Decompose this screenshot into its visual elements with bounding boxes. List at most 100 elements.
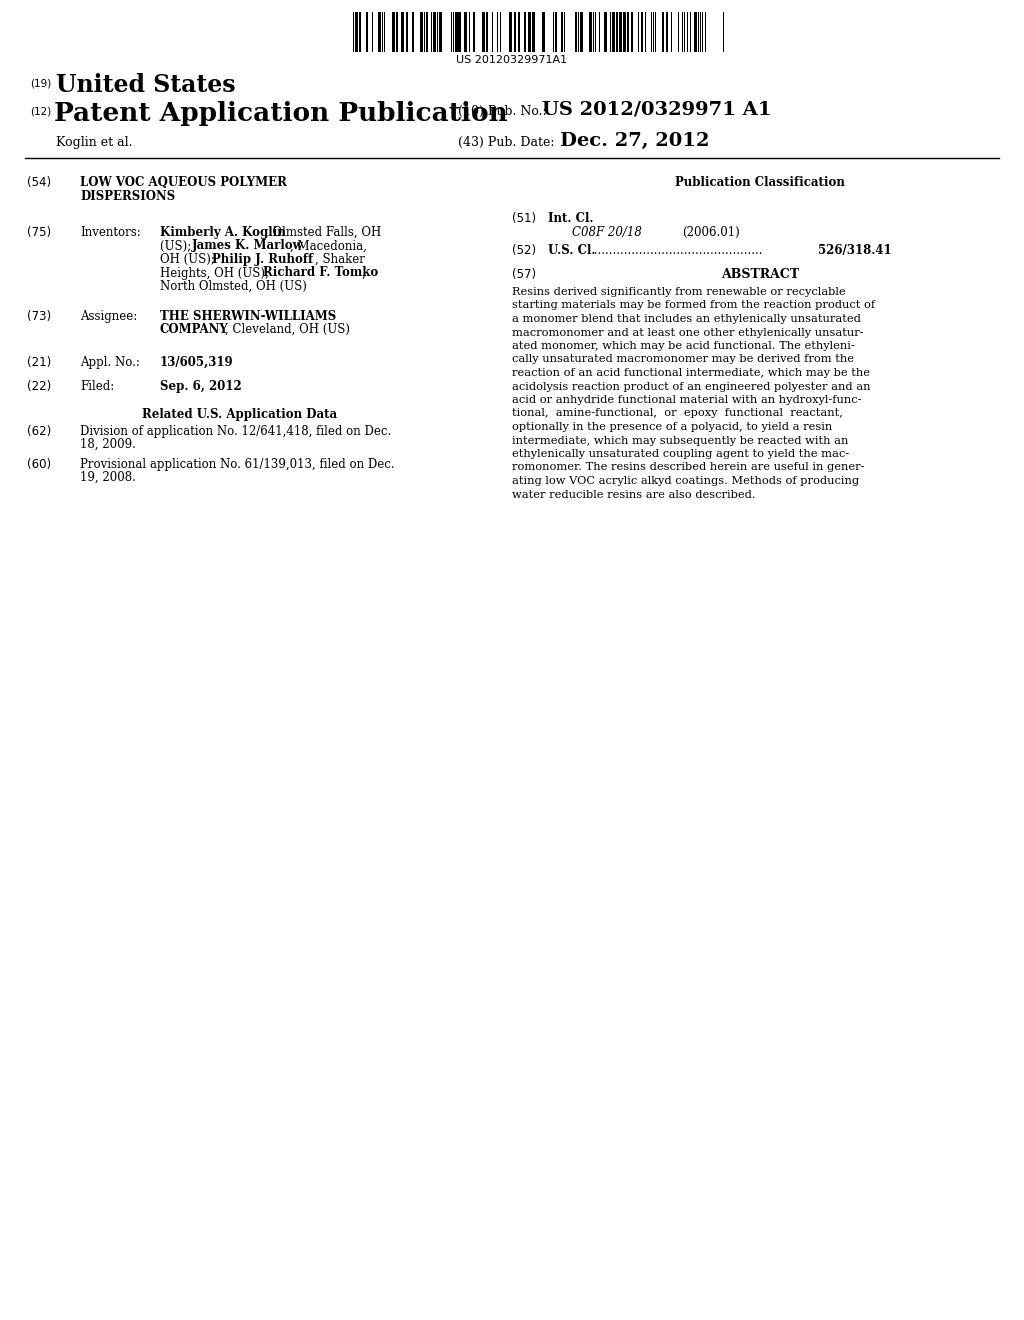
Text: (75): (75) <box>27 226 51 239</box>
Text: , Shaker: , Shaker <box>315 253 365 267</box>
Text: North Olmsted, OH (US): North Olmsted, OH (US) <box>160 280 307 293</box>
Bar <box>458 12 461 51</box>
Bar <box>616 12 618 51</box>
Text: (19): (19) <box>30 78 51 88</box>
Text: water reducible resins are also described.: water reducible resins are also describe… <box>512 490 756 499</box>
Text: .............................................: ........................................… <box>590 244 763 257</box>
Text: ABSTRACT: ABSTRACT <box>721 268 799 281</box>
Text: Publication Classification: Publication Classification <box>675 176 845 189</box>
Text: (51): (51) <box>512 213 537 224</box>
Text: Assignee:: Assignee: <box>80 310 137 323</box>
Text: acidolysis reaction product of an engineered polyester and an: acidolysis reaction product of an engine… <box>512 381 870 392</box>
Bar <box>518 12 520 51</box>
Text: (52): (52) <box>512 244 537 257</box>
Text: 526/318.41: 526/318.41 <box>818 244 892 257</box>
Bar <box>524 12 526 51</box>
Text: 19, 2008.: 19, 2008. <box>80 471 136 484</box>
Text: (10) Pub. No.:: (10) Pub. No.: <box>458 106 547 117</box>
Bar <box>575 12 577 51</box>
Text: , Macedonia,: , Macedonia, <box>290 239 367 252</box>
Text: (57): (57) <box>512 268 537 281</box>
Bar <box>514 12 516 51</box>
Text: ,: , <box>362 267 366 280</box>
Text: Patent Application Publication: Patent Application Publication <box>54 102 508 125</box>
Text: (21): (21) <box>27 356 51 370</box>
Text: United States: United States <box>56 73 236 96</box>
Text: 18, 2009.: 18, 2009. <box>80 438 136 451</box>
Text: starting materials may be formed from the reaction product of: starting materials may be formed from th… <box>512 301 876 310</box>
Bar <box>439 12 442 51</box>
Bar <box>406 12 408 51</box>
Text: a monomer blend that includes an ethylenically unsaturated: a monomer blend that includes an ethylen… <box>512 314 861 323</box>
Text: Richard F. Tomko: Richard F. Tomko <box>263 267 378 280</box>
Text: Filed:: Filed: <box>80 380 115 393</box>
Text: Resins derived significantly from renewable or recyclable: Resins derived significantly from renewa… <box>512 286 846 297</box>
Text: ethylenically unsaturated coupling agent to yield the mac-: ethylenically unsaturated coupling agent… <box>512 449 849 459</box>
Bar <box>631 12 633 51</box>
Text: OH (US);: OH (US); <box>160 253 219 267</box>
Bar <box>624 12 626 51</box>
Text: Inventors:: Inventors: <box>80 226 140 239</box>
Bar <box>473 12 475 51</box>
Bar <box>393 12 395 51</box>
Text: THE SHERWIN-WILLIAMS: THE SHERWIN-WILLIAMS <box>160 310 336 323</box>
Bar <box>612 12 615 51</box>
Text: Dec. 27, 2012: Dec. 27, 2012 <box>560 132 710 150</box>
Text: reaction of an acid functional intermediate, which may be the: reaction of an acid functional intermedi… <box>512 368 870 378</box>
Bar <box>482 12 485 51</box>
Bar <box>589 12 592 51</box>
Text: COMPANY: COMPANY <box>160 323 228 337</box>
Text: US 2012/0329971 A1: US 2012/0329971 A1 <box>542 102 771 119</box>
Text: Kimberly A. Koglin: Kimberly A. Koglin <box>160 226 286 239</box>
Bar <box>666 12 668 51</box>
Text: Int. Cl.: Int. Cl. <box>548 213 594 224</box>
Text: optionally in the presence of a polyacid, to yield a resin: optionally in the presence of a polyacid… <box>512 422 833 432</box>
Text: ating low VOC acrylic alkyd coatings. Methods of producing: ating low VOC acrylic alkyd coatings. Me… <box>512 477 859 486</box>
Text: (60): (60) <box>27 458 51 471</box>
Bar <box>378 12 381 51</box>
Text: (12): (12) <box>30 106 51 116</box>
Bar <box>433 12 436 51</box>
Bar <box>412 12 414 51</box>
Text: Provisional application No. 61/139,013, filed on Dec.: Provisional application No. 61/139,013, … <box>80 458 394 471</box>
Bar <box>580 12 583 51</box>
Text: (22): (22) <box>27 380 51 393</box>
Bar <box>561 12 563 51</box>
Text: (73): (73) <box>27 310 51 323</box>
Text: Sep. 6, 2012: Sep. 6, 2012 <box>160 380 242 393</box>
Text: US 20120329971A1: US 20120329971A1 <box>457 55 567 65</box>
Bar <box>542 12 545 51</box>
Bar <box>366 12 368 51</box>
Bar <box>420 12 423 51</box>
Text: Division of application No. 12/641,418, filed on Dec.: Division of application No. 12/641,418, … <box>80 425 391 438</box>
Bar <box>694 12 697 51</box>
Bar <box>455 12 458 51</box>
Text: 13/605,319: 13/605,319 <box>160 356 233 370</box>
Bar <box>627 12 629 51</box>
Bar <box>532 12 535 51</box>
Text: , Olmsted Falls, OH: , Olmsted Falls, OH <box>265 226 381 239</box>
Text: (43) Pub. Date:: (43) Pub. Date: <box>458 136 555 149</box>
Text: intermediate, which may subsequently be reacted with an: intermediate, which may subsequently be … <box>512 436 848 446</box>
Bar <box>396 12 398 51</box>
Bar <box>618 12 622 51</box>
Text: tional,  amine-functional,  or  epoxy  functional  reactant,: tional, amine-functional, or epoxy funct… <box>512 408 843 418</box>
Text: macromonomer and at least one other ethylenically unsatur-: macromonomer and at least one other ethy… <box>512 327 863 338</box>
Text: James K. Marlow: James K. Marlow <box>193 239 304 252</box>
Bar <box>464 12 467 51</box>
Text: U.S. Cl.: U.S. Cl. <box>548 244 596 257</box>
Text: romonomer. The resins described herein are useful in gener-: romonomer. The resins described herein a… <box>512 462 864 473</box>
Bar <box>528 12 531 51</box>
Bar <box>359 12 361 51</box>
Text: LOW VOC AQUEOUS POLYMER: LOW VOC AQUEOUS POLYMER <box>80 176 287 189</box>
Text: Koglin et al.: Koglin et al. <box>56 136 132 149</box>
Text: (US);: (US); <box>160 239 195 252</box>
Text: Related U.S. Application Data: Related U.S. Application Data <box>142 408 338 421</box>
Bar <box>604 12 607 51</box>
Text: DISPERSIONS: DISPERSIONS <box>80 190 175 203</box>
Text: (62): (62) <box>27 425 51 438</box>
Text: Heights, OH (US);: Heights, OH (US); <box>160 267 272 280</box>
Text: (2006.01): (2006.01) <box>682 226 739 239</box>
Text: C08F 20/18: C08F 20/18 <box>572 226 642 239</box>
Bar <box>641 12 643 51</box>
